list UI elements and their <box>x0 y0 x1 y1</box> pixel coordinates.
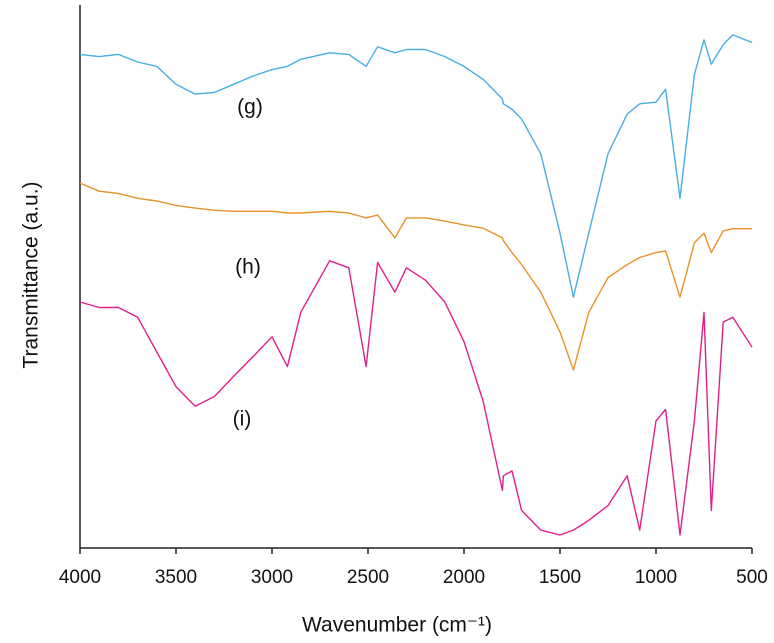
series-label: (g) <box>237 96 263 119</box>
x-tick-label: 500 <box>736 567 768 588</box>
x-tick-label: 2500 <box>347 567 389 588</box>
x-tick-label: 3500 <box>155 567 197 588</box>
spectrum-line <box>79 34 753 298</box>
x-tick-label: 1000 <box>635 567 677 588</box>
spectrum-line <box>79 182 752 371</box>
x-tick-label: 3000 <box>251 567 293 588</box>
y-axis-title: Transmittance (a.u.) <box>20 181 43 368</box>
spectrum-line <box>79 260 753 536</box>
x-tick-label: 2000 <box>443 567 485 588</box>
series-label: (h) <box>235 256 261 279</box>
x-tick-label: 4000 <box>59 567 101 588</box>
x-axis-title: Wavenumber (cm⁻¹) <box>302 614 492 637</box>
series-label: (i) <box>233 408 252 431</box>
x-tick-label: 1500 <box>539 567 581 588</box>
